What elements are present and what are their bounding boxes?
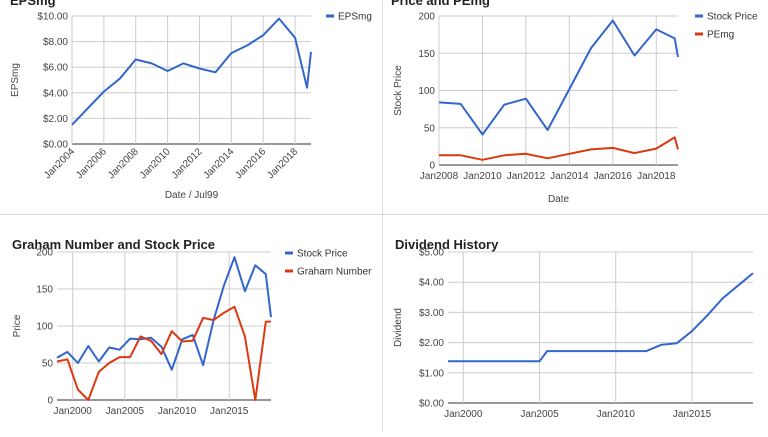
x-tick-label: Jan2016 <box>233 146 268 181</box>
y-tick-label: $2.00 <box>419 338 444 349</box>
y-tick-label: $8.00 <box>43 37 68 48</box>
y-tick-label: 50 <box>42 359 54 370</box>
chart-panel-dividend: Dividend History $0.00 $1.00 $2.00 $3.00 $4.0… <box>383 215 768 432</box>
y-tick-label: 150 <box>418 49 435 60</box>
y-tick-label: $3.00 <box>419 308 444 319</box>
x-tick-label: Jan2005 <box>106 406 145 417</box>
y-tick-label: 200 <box>36 248 53 259</box>
x-tick-label: Jan2018 <box>265 146 300 181</box>
y-tick-label: 200 <box>418 12 435 23</box>
chart-panel-epsmg: EPSmg $0.00 $2.00 $4.00 $6.00 $8.00 $10.00 Jan2… <box>0 0 382 214</box>
x-tick-label: Jan2014 <box>202 146 237 181</box>
y-tick-label: 150 <box>36 285 53 296</box>
chart-title: Dividend History <box>395 237 499 252</box>
legend-label: PEmg <box>707 30 734 41</box>
x-tick-label: Jan2006 <box>74 146 109 181</box>
y-tick-label: $4.00 <box>419 278 444 289</box>
y-tick-label: $5.00 <box>419 248 444 259</box>
x-tick-label: Jan2000 <box>53 406 92 417</box>
y-tick-label: $10.00 <box>37 12 68 23</box>
series-line-stock-price <box>56 256 272 371</box>
x-tick-label: Jan2010 <box>158 406 197 417</box>
x-tick-label: Jan2014 <box>550 171 589 182</box>
y-axis-label: Price <box>12 314 23 337</box>
y-axis-label: Stock Price <box>393 65 404 116</box>
x-tick-label: Jan2008 <box>420 171 459 182</box>
chart-title: EPSmg <box>10 0 56 8</box>
x-tick-label: Jan2016 <box>594 171 633 182</box>
y-tick-label: $2.00 <box>43 114 68 125</box>
y-axis-label: EPSmg <box>10 63 21 97</box>
y-tick-label: 0 <box>47 396 53 407</box>
x-tick-label: Jan2018 <box>637 171 676 182</box>
x-tick-label: Jan2005 <box>520 409 559 420</box>
horizontal-divider <box>0 214 768 215</box>
series-line-graham-number <box>56 305 271 401</box>
x-tick-label: Jan2015 <box>210 406 249 417</box>
x-axis-label: Date <box>548 194 570 205</box>
x-tick-label: Jan2012 <box>170 146 205 181</box>
legend-label: Stock Price <box>297 249 348 260</box>
y-tick-label: 100 <box>418 86 435 97</box>
x-tick-label: Jan2010 <box>597 409 636 420</box>
legend-label: Graham Number <box>297 267 372 278</box>
vertical-divider <box>382 0 383 432</box>
x-tick-label: Jan2015 <box>673 409 712 420</box>
y-tick-label: $0.00 <box>43 140 68 151</box>
y-tick-label: $4.00 <box>43 88 68 99</box>
series-line-pemg <box>439 136 679 161</box>
series-line-epsmg <box>71 17 312 126</box>
y-tick-label: $6.00 <box>43 63 68 74</box>
y-tick-label: 50 <box>424 123 436 134</box>
chart-price-pemg: Price and PEmg 0 50 100 150 200 Jan2008 Jan2010… <box>391 0 758 205</box>
series-line-stock-price <box>438 19 679 136</box>
x-axis-label: Date / Jul99 <box>165 190 219 201</box>
chart-graham: Graham Number and Stock Price 0 50 100 150 20… <box>12 237 372 437</box>
x-tick-label: Jan2004 <box>42 146 77 181</box>
x-tick-label: Jan2010 <box>463 171 502 182</box>
chart-panel-graham: Graham Number and Stock Price 0 50 100 150 20… <box>0 215 382 437</box>
x-tick-label: Jan2010 <box>138 146 173 181</box>
chart-title: Price and PEmg <box>391 0 490 8</box>
chart-dividend: Dividend History $0.00 $1.00 $2.00 $3.00 $4.0… <box>393 237 754 420</box>
y-tick-label: $0.00 <box>419 399 444 410</box>
chart-panel-price-pemg: Price and PEmg 0 50 100 150 200 Jan2008 Jan2010… <box>383 0 768 214</box>
y-tick-label: 0 <box>429 161 435 172</box>
y-tick-label: 100 <box>36 322 53 333</box>
x-tick-label: Jan2008 <box>106 146 141 181</box>
chart-epsmg: EPSmg $0.00 $2.00 $4.00 $6.00 $8.00 $10.00 Jan2… <box>10 0 372 201</box>
legend-label: Stock Price <box>707 12 758 23</box>
y-axis-label: Dividend <box>393 308 404 347</box>
y-tick-label: $1.00 <box>419 368 444 379</box>
legend-label: EPSmg <box>338 12 372 23</box>
x-tick-label: Jan2000 <box>444 409 483 420</box>
x-tick-label: Jan2012 <box>507 171 546 182</box>
series-line-0 <box>448 272 754 363</box>
chart-title: Graham Number and Stock Price <box>12 237 215 252</box>
